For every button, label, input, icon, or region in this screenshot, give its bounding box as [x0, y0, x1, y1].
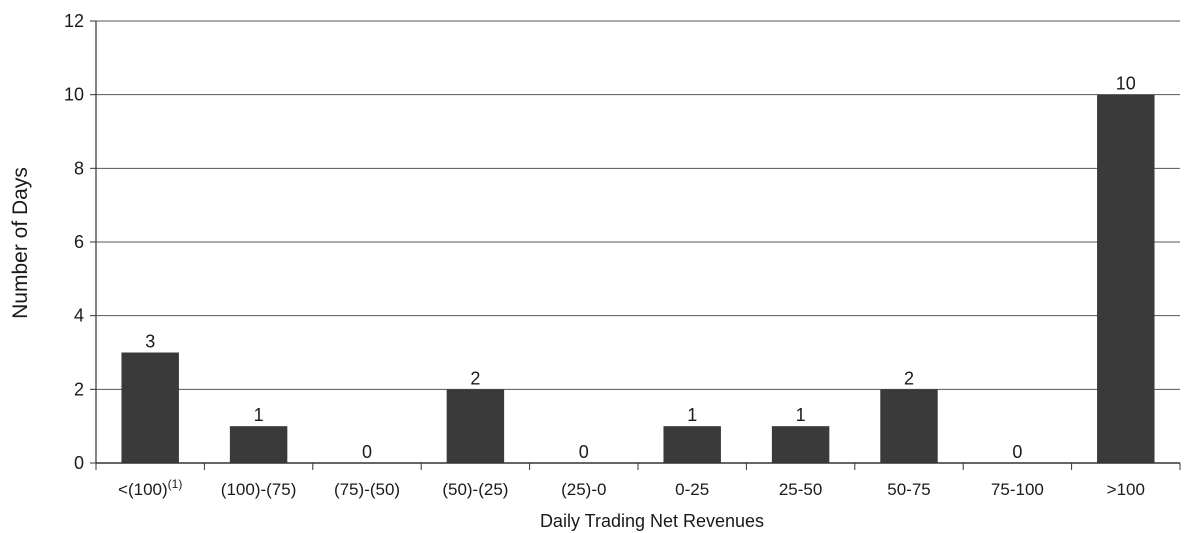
y-tick-label: 6: [74, 232, 84, 252]
category-label: 25-50: [779, 480, 822, 499]
bar: [880, 389, 938, 463]
data-label: 2: [904, 368, 914, 388]
y-tick-label: 12: [64, 11, 84, 31]
gridlines: [96, 20, 1180, 390]
category-label: 50-75: [887, 480, 930, 499]
data-label: 0: [362, 442, 372, 462]
category-label: (50)-(25): [442, 480, 508, 499]
data-label: 2: [470, 368, 480, 388]
data-label: 0: [1012, 442, 1022, 462]
y-tick-label: 10: [64, 85, 84, 105]
bar: [121, 352, 179, 463]
y-tick-label: 0: [74, 453, 84, 473]
y-tick-label: 8: [74, 158, 84, 178]
data-label: 1: [687, 405, 697, 425]
y-axis: 0 2 4 6 8 10 12: [64, 11, 97, 473]
bar: [771, 426, 830, 463]
category-label: (25)-0: [561, 480, 606, 499]
category-label: (100)-(75): [221, 480, 297, 499]
data-label: 1: [254, 405, 264, 425]
category-label: <(100)(1): [118, 477, 182, 499]
bar: [1097, 94, 1155, 464]
bar: [229, 426, 288, 463]
x-axis: <(100)(1) (100)-(75) (75)-(50) (50)-(25) (25…: [95, 462, 1181, 499]
data-label: 1: [796, 405, 806, 425]
category-label: (75)-(50): [334, 480, 400, 499]
category-label: >100: [1107, 480, 1145, 499]
category-label: 75-100: [991, 480, 1044, 499]
y-axis-title: Number of Days: [9, 167, 32, 319]
bar: [663, 426, 721, 463]
category-label: 0-25: [675, 480, 709, 499]
x-axis-title: Daily Trading Net Revenues: [540, 511, 764, 531]
y-tick-label: 4: [74, 306, 84, 326]
bar: [446, 389, 505, 463]
data-label: 3: [145, 332, 155, 352]
y-tick-label: 2: [74, 379, 84, 399]
data-label: 0: [579, 442, 589, 462]
footnote-marker: (1): [168, 477, 183, 491]
data-label: 10: [1116, 74, 1136, 94]
